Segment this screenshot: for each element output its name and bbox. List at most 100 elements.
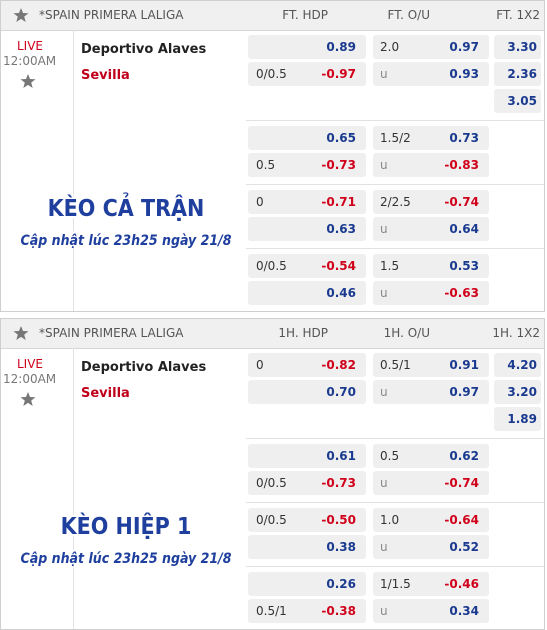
x12-cell[interactable]: 4.20 (494, 353, 541, 377)
odds-panel: *SPAIN PRIMERA LALIGA 1H. HDP 1H. O/U 1H. 1… (0, 318, 545, 630)
ou-cell[interactable]: u 0.34 (373, 599, 489, 623)
ou-cell[interactable]: 1.5/2 0.73 (373, 126, 489, 150)
ou-odds: 0.97 (449, 385, 479, 399)
hdp-line: 0 (256, 358, 264, 372)
hdp-cell[interactable]: 0.26 (248, 572, 366, 596)
away-team[interactable]: Sevilla (81, 386, 130, 401)
hdp-cell[interactable]: 0.63 (248, 217, 366, 241)
ou-cell[interactable]: 0.5 0.62 (373, 444, 489, 468)
overlay-title: KÈO CẢ TRẬN (47, 196, 205, 222)
hdp-line: 0/0.5 (256, 476, 287, 490)
ou-line: u (380, 604, 388, 618)
x12-cell[interactable]: 3.20 (494, 380, 541, 404)
ou-odds: -0.74 (444, 195, 479, 209)
ou-line: u (380, 286, 388, 300)
odds-panel: *SPAIN PRIMERA LALIGA FT. HDP FT. O/U FT. 1… (0, 0, 545, 312)
ou-cell[interactable]: 1.5 0.53 (373, 254, 489, 278)
ou-cell[interactable]: 2/2.5 -0.74 (373, 190, 489, 214)
column-header: FT. 1X2 (496, 8, 540, 22)
ou-cell[interactable]: u -0.63 (373, 281, 489, 305)
hdp-cell[interactable]: 0.65 (248, 126, 366, 150)
hdp-odds: -0.50 (321, 513, 356, 527)
ou-line: 1.5/2 (380, 131, 411, 145)
match-time: 12:00AM (3, 372, 57, 386)
ou-line: 0.5/1 (380, 358, 411, 372)
x12-cell[interactable]: 1.89 (494, 407, 541, 431)
hdp-cell[interactable]: 0/0.5 -0.54 (248, 254, 366, 278)
ou-odds: 0.34 (449, 604, 479, 618)
column-divider (73, 30, 74, 311)
ou-odds: 0.53 (449, 259, 479, 273)
ou-cell[interactable]: 1.0 -0.64 (373, 508, 489, 532)
ou-odds: -0.83 (444, 158, 479, 172)
live-status: LIVE (17, 39, 44, 53)
ou-line: 2.0 (380, 40, 400, 54)
ou-odds: 0.62 (449, 449, 479, 463)
favorite-star[interactable] (20, 391, 36, 407)
hdp-cell[interactable]: 0/0.5 -0.73 (248, 471, 366, 495)
star-shape (20, 392, 36, 406)
hdp-cell[interactable]: 0.61 (248, 444, 366, 468)
hdp-cell[interactable]: 0 -0.82 (248, 353, 366, 377)
column-header: FT. O/U (387, 8, 431, 22)
ou-cell[interactable]: u 0.93 (373, 62, 489, 86)
hdp-cell[interactable]: 0.5/1 -0.38 (248, 599, 366, 623)
league-name: *SPAIN PRIMERA LALIGA (39, 8, 184, 22)
hdp-line: 0 (256, 195, 264, 209)
ou-odds: 0.91 (449, 358, 479, 372)
ou-odds: 0.93 (449, 67, 479, 81)
hdp-cell[interactable]: 0.5 -0.73 (248, 153, 366, 177)
hdp-cell[interactable]: 0/0.5 -0.97 (248, 62, 366, 86)
ou-odds: 0.64 (449, 222, 479, 236)
x12-cell[interactable]: 3.30 (494, 35, 541, 59)
ou-cell[interactable]: u -0.74 (373, 471, 489, 495)
ou-cell[interactable]: 0.5/1 0.91 (373, 353, 489, 377)
ou-cell[interactable]: u 0.64 (373, 217, 489, 241)
x12-odds: 2.36 (507, 67, 537, 81)
ou-cell[interactable]: 1/1.5 -0.46 (373, 572, 489, 596)
hdp-odds: -0.71 (321, 195, 356, 209)
ou-cell[interactable]: 2.0 0.97 (373, 35, 489, 59)
hdp-odds: 0.70 (326, 385, 356, 399)
overlay-title: KÈO HIỆP 1 (60, 514, 192, 540)
ou-line: 0.5 (380, 449, 400, 463)
x12-cell[interactable]: 2.36 (494, 62, 541, 86)
hdp-cell[interactable]: 0/0.5 -0.50 (248, 508, 366, 532)
ou-cell[interactable]: u 0.97 (373, 380, 489, 404)
ou-line: 1/1.5 (380, 577, 411, 591)
hdp-odds: -0.82 (321, 358, 356, 372)
panel-header: *SPAIN PRIMERA LALIGA 1H. HDP 1H. O/U 1H. 1… (1, 319, 544, 349)
home-team[interactable]: Deportivo Alaves (81, 360, 207, 375)
ou-cell[interactable]: u -0.83 (373, 153, 489, 177)
hdp-odds: 0.46 (326, 286, 356, 300)
hdp-line: 0/0.5 (256, 259, 287, 273)
hdp-cell[interactable]: 0 -0.71 (248, 190, 366, 214)
favorite-star[interactable] (20, 73, 36, 89)
ou-line: u (380, 476, 388, 490)
favorite-star[interactable] (13, 325, 29, 341)
column-header: 1H. HDP (278, 326, 328, 340)
hdp-cell[interactable]: 0.89 (248, 35, 366, 59)
column-header: 1H. O/U (383, 326, 430, 340)
ou-line: 2/2.5 (380, 195, 411, 209)
hdp-odds: -0.97 (321, 67, 356, 81)
home-team[interactable]: Deportivo Alaves (81, 42, 207, 57)
hdp-cell[interactable]: 0.70 (248, 380, 366, 404)
column-divider (73, 348, 74, 629)
hdp-cell[interactable]: 0.38 (248, 535, 366, 559)
favorite-star[interactable] (13, 7, 29, 23)
hdp-odds: 0.38 (326, 540, 356, 554)
x12-cell[interactable]: 3.05 (494, 89, 541, 113)
hdp-cell[interactable]: 0.46 (248, 281, 366, 305)
ou-cell[interactable]: u 0.52 (373, 535, 489, 559)
ou-line: u (380, 222, 388, 236)
match-time: 12:00AM (3, 54, 57, 68)
hdp-odds: -0.73 (321, 476, 356, 490)
away-team[interactable]: Sevilla (81, 68, 130, 83)
x12-odds: 1.89 (507, 412, 537, 426)
hdp-odds: -0.38 (321, 604, 356, 618)
x12-odds: 3.30 (507, 40, 537, 54)
ou-line: 1.0 (380, 513, 400, 527)
ou-odds: -0.46 (444, 577, 479, 591)
ou-line: u (380, 158, 388, 172)
